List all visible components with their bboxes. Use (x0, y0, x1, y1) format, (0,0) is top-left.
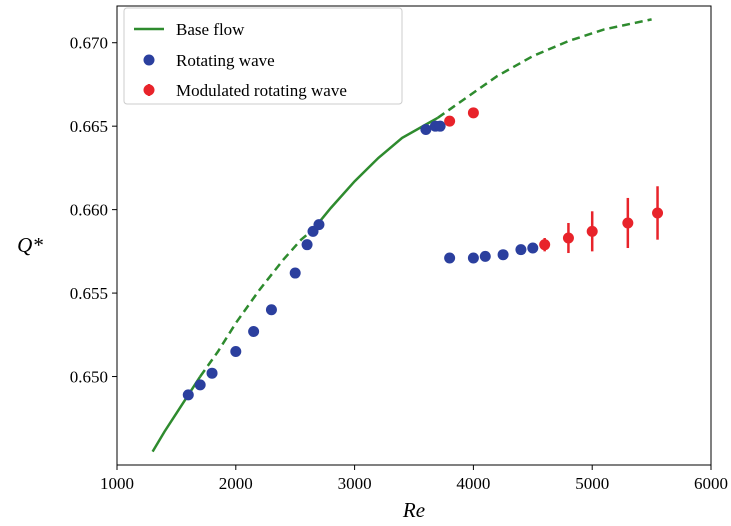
rotating-wave-point (527, 242, 539, 254)
plot-area (116, 5, 712, 466)
rotating-wave-point (289, 267, 301, 279)
ticks-layer: 1000 2000 3000 4000 5000 6000 0.650 0.655 0.660 0… (70, 34, 728, 493)
legend-label-rotating-wave: Rotating wave (176, 51, 275, 70)
legend-marker-rotating-wave (143, 54, 155, 66)
rotating-wave-point (434, 120, 446, 132)
base-flow-solid-line (312, 116, 439, 231)
rotating-wave-point (467, 252, 479, 264)
modulated-wave-point (444, 115, 456, 127)
rotating-wave-point (206, 367, 218, 379)
modulated-wave-point (622, 217, 634, 229)
y-axis-label: Q* (17, 233, 43, 257)
x-tick-label: 2000 (219, 474, 253, 493)
legend-label-modulated-rotating-wave: Modulated rotating wave (176, 81, 347, 100)
x-axis-label: Re (402, 498, 425, 522)
x-tick-label: 5000 (575, 474, 609, 493)
modulated-wave-point (586, 225, 598, 237)
rotating-wave-point (444, 252, 456, 264)
modulated-wave-point (652, 207, 664, 219)
base-flow-dashed-line (199, 228, 314, 378)
rotating-wave-point (515, 244, 527, 256)
rotating-wave-point (497, 249, 509, 261)
x-tick-label: 1000 (100, 474, 134, 493)
y-tick-label: 0.650 (70, 368, 108, 387)
y-tick-label: 0.655 (70, 284, 108, 303)
modulated-wave-point (467, 107, 479, 119)
legend: Base flow Rotating wave Modulated rotati… (123, 7, 403, 105)
modulated-wave-point (539, 239, 551, 251)
base-flow-dashed-line (437, 18, 652, 119)
rotating-wave-point (248, 325, 260, 337)
x-tick-label: 4000 (456, 474, 490, 493)
y-tick-label: 0.660 (70, 201, 108, 220)
legend-label-base-flow: Base flow (176, 20, 245, 39)
y-tick-label: 0.665 (70, 117, 108, 136)
rotating-wave-point (301, 239, 313, 251)
rotating-wave-point (230, 346, 242, 358)
x-tick-label: 3000 (338, 474, 372, 493)
rotating-wave-point (479, 250, 491, 262)
x-tick-label: 6000 (694, 474, 728, 493)
modulated-wave-point (562, 232, 574, 244)
rotating-wave-point (194, 379, 206, 391)
rotating-wave-point (265, 304, 277, 316)
base-flow-solid-line (151, 375, 202, 453)
legend-marker-modulated-rotating-wave (143, 84, 155, 96)
series-layer (151, 18, 664, 453)
y-tick-label: 0.670 (70, 34, 108, 53)
rotating-wave-point (182, 389, 194, 401)
rotating-wave-point (420, 124, 432, 136)
legend-box (123, 7, 403, 105)
rotating-wave-point (313, 219, 325, 231)
